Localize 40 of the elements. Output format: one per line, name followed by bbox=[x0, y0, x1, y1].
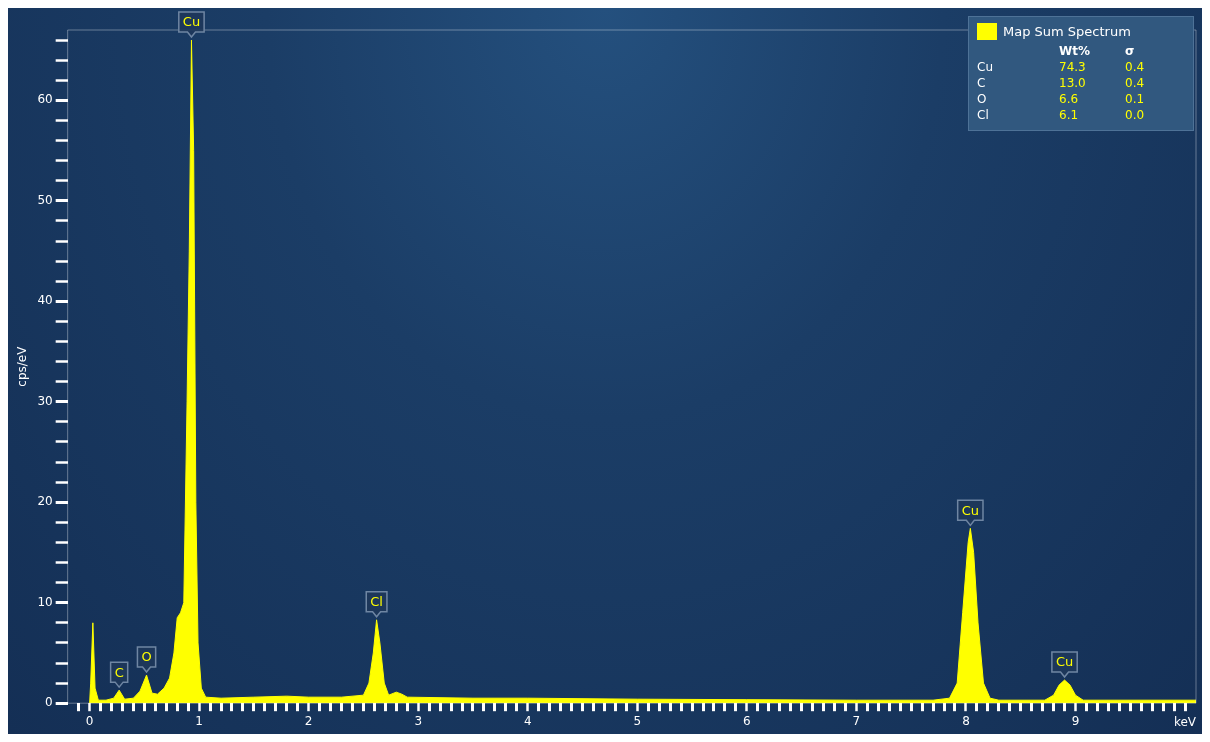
annotation: 0.4 bbox=[1125, 76, 1146, 90]
x-tick-label: 7 bbox=[852, 713, 861, 728]
annotation: 13.0 bbox=[1059, 76, 1087, 90]
annotation: O bbox=[977, 92, 988, 106]
y-tick-label: 40 bbox=[37, 293, 53, 308]
annotation: 0.0 bbox=[1125, 108, 1146, 122]
annotation: Cu bbox=[977, 60, 994, 74]
y-axis-title: cps/eV bbox=[15, 345, 30, 387]
y-tick-label: 60 bbox=[37, 92, 53, 107]
annotation: σ bbox=[1125, 44, 1136, 58]
x-tick-label: 9 bbox=[1071, 713, 1080, 728]
x-tick-label: 8 bbox=[962, 713, 970, 728]
annotation: Wt% bbox=[1059, 44, 1091, 58]
annotation: 0.1 bbox=[1125, 92, 1146, 106]
x-tick-label: 1 bbox=[195, 713, 203, 728]
annotation: O bbox=[141, 649, 152, 665]
annotation: Cl bbox=[370, 594, 383, 610]
annotation: 74.3 bbox=[1059, 60, 1087, 74]
annotation: 6.6 bbox=[1059, 92, 1080, 106]
y-tick-label: 0 bbox=[45, 695, 53, 710]
annotation: Cl bbox=[977, 108, 990, 122]
x-tick-label: 0 bbox=[85, 713, 94, 728]
x-tick-label: 2 bbox=[304, 713, 313, 728]
x-axis-title: keV bbox=[1173, 714, 1197, 729]
annotation: 6.1 bbox=[1059, 108, 1080, 122]
y-tick-label: 30 bbox=[37, 393, 53, 408]
y-tick-label: 50 bbox=[37, 192, 53, 207]
annotation: 0.4 bbox=[1125, 60, 1146, 74]
annotation: C bbox=[977, 76, 987, 90]
x-tick-label: 3 bbox=[414, 713, 423, 728]
y-tick-label: 20 bbox=[37, 494, 53, 509]
annotation: Cu bbox=[961, 502, 979, 518]
annotation: Cu bbox=[182, 14, 201, 30]
annotation: Cu bbox=[1055, 654, 1074, 670]
annotation: C bbox=[114, 664, 124, 680]
x-tick-label: 5 bbox=[633, 713, 642, 728]
y-tick-label: 10 bbox=[37, 594, 53, 609]
x-tick-label: 6 bbox=[743, 713, 751, 728]
legend-label: Map Sum Spectrum bbox=[1003, 24, 1131, 39]
x-tick-label: 4 bbox=[523, 713, 532, 728]
